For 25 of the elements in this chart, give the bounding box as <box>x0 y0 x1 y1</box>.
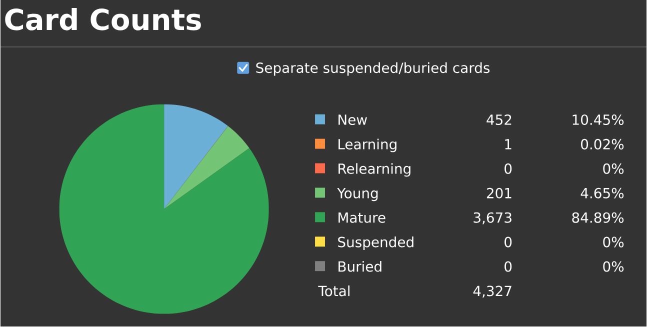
text: Separate suspended/buried cards <box>256 62 490 76</box>
text: 0 <box>504 261 512 272</box>
legend-label: Relearning <box>338 163 410 177</box>
data-label: 201 <box>486 188 512 199</box>
text: 0% <box>603 237 624 248</box>
text: 0% <box>603 261 624 272</box>
text: 0% <box>603 164 624 174</box>
text: 84.89% <box>572 212 624 224</box>
legend-label: Learning <box>338 138 396 152</box>
text: 0 <box>504 237 512 248</box>
text: 4.65% <box>580 188 624 199</box>
text: 0.02% <box>581 139 624 150</box>
text: 4,327 <box>473 286 512 298</box>
data-label: 1 <box>505 139 512 150</box>
data-label: 3,673 <box>474 212 512 225</box>
text: Total <box>318 286 350 296</box>
legend-label: Young <box>337 188 378 202</box>
legend-label: Suspended <box>338 236 414 250</box>
legend-label: Mature <box>338 212 386 224</box>
legend-label: Buried <box>338 261 382 272</box>
legend-label: New <box>338 114 367 126</box>
data-label: 452 <box>486 114 512 126</box>
text: 10.45% <box>572 114 624 126</box>
text: 0 <box>504 164 512 174</box>
chart-title: Card Counts <box>5 8 201 31</box>
